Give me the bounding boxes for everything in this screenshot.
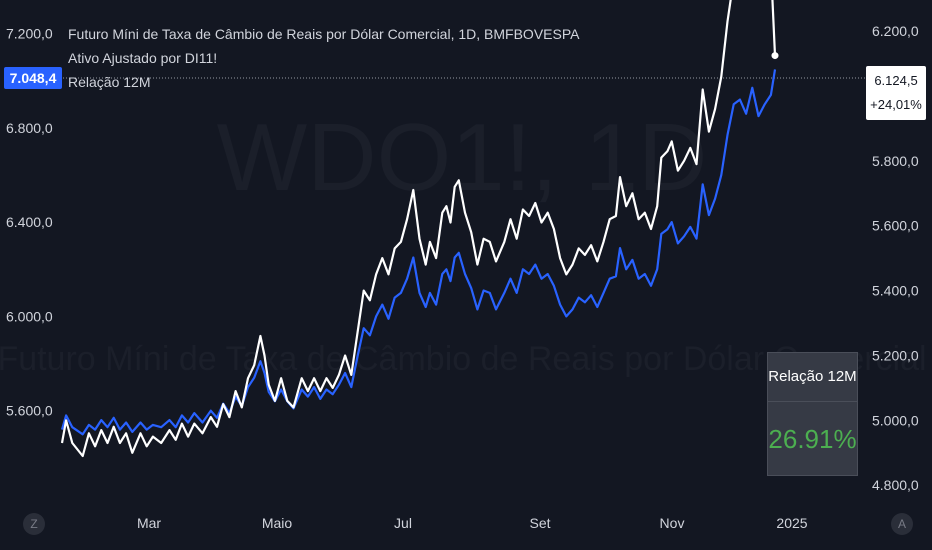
right-axis-tick-label: 5.600,0 bbox=[872, 218, 919, 234]
right-axis-tick-label: 5.800,0 bbox=[872, 153, 919, 169]
left-axis-tick-label: 6.000,0 bbox=[6, 308, 53, 324]
right-axis-tick-label: 5.000,0 bbox=[872, 412, 919, 428]
left-axis-tick-label: 7.200,0 bbox=[6, 26, 53, 42]
legend-symbol-title[interactable]: Futuro Míni de Taxa de Câmbio de Reais p… bbox=[68, 26, 580, 42]
left-current-price-badge: 7.048,4 bbox=[4, 67, 62, 89]
ratio-stat-value: 26.91% bbox=[768, 424, 857, 454]
last-price-marker bbox=[771, 52, 779, 60]
right-axis-tick-label: 5.200,0 bbox=[872, 347, 919, 363]
left-axis-tick-label: 6.400,0 bbox=[6, 214, 53, 230]
ratio-stat-box: Relação 12M 26.91% bbox=[767, 352, 858, 476]
right-axis-tick-label: 4.800,0 bbox=[872, 477, 919, 493]
left-axis-tick-label: 6.800,0 bbox=[6, 120, 53, 136]
right-price-badge: 6.124,5 +24,01% bbox=[866, 66, 926, 120]
series-layer bbox=[60, 0, 779, 458]
ratio-stat-title: Relação 12M bbox=[768, 353, 857, 402]
left-axis-tick-label: 5.600,0 bbox=[6, 403, 53, 419]
left-price-axis[interactable]: 5.600,0 6.000,0 6.400,0 6.800,0 7.200,0 bbox=[6, 26, 53, 419]
adjusted-series-line[interactable] bbox=[60, 69, 777, 436]
right-price-value: 6.124,5 bbox=[874, 73, 918, 88]
x-axis-tick-label: Maio bbox=[262, 515, 293, 531]
right-axis-tick-label: 5.400,0 bbox=[872, 283, 919, 299]
time-axis[interactable]: Mar Maio Jul Set Nov 2025 bbox=[137, 515, 808, 531]
chart-legend: Futuro Míni de Taxa de Câmbio de Reais p… bbox=[68, 22, 579, 94]
right-price-change: +24,01% bbox=[870, 97, 922, 112]
x-axis-tick-label: Jul bbox=[394, 515, 412, 531]
right-axis-tick-label: 6.200,0 bbox=[872, 23, 919, 39]
legend-adjusted-series[interactable]: Ativo Ajustado por DI11! bbox=[68, 50, 218, 66]
x-axis-tick-label: Mar bbox=[137, 515, 161, 531]
x-axis-tick-label: Set bbox=[529, 515, 550, 531]
auto-scale-button[interactable]: A bbox=[891, 513, 913, 535]
legend-ratio-indicator[interactable]: Relação 12M bbox=[68, 74, 151, 90]
x-axis-tick-label: 2025 bbox=[776, 515, 807, 531]
price-series-line[interactable] bbox=[60, 0, 777, 458]
log-scale-button[interactable]: Z bbox=[23, 513, 45, 535]
x-axis-tick-label: Nov bbox=[660, 515, 685, 531]
